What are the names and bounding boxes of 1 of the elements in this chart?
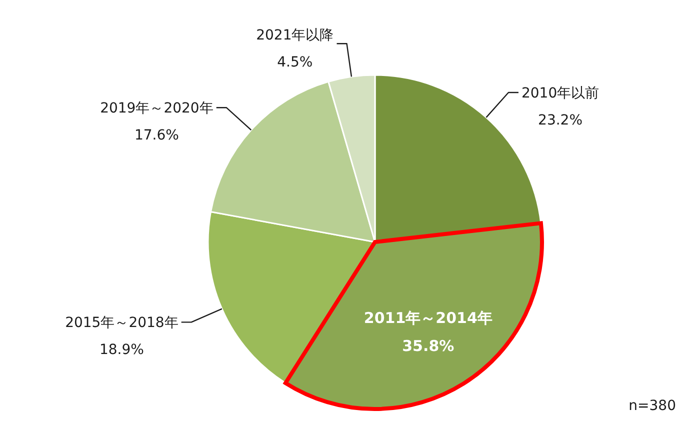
annotation: n=380 [628, 398, 676, 414]
